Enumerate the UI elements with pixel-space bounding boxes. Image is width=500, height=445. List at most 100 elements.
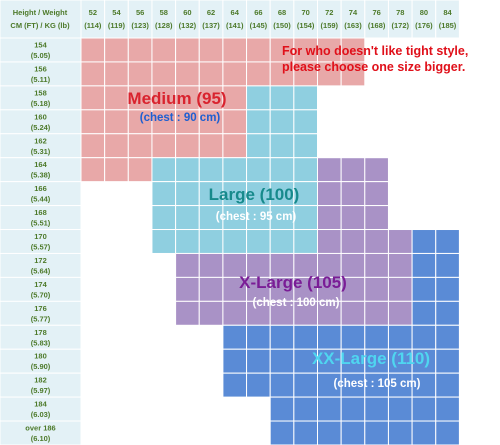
weight-header-kg: 66 — [254, 8, 262, 17]
size-cell — [175, 229, 200, 254]
size-cell — [340, 181, 366, 207]
size-cell — [340, 61, 366, 87]
height-header-ft: (5.77) — [31, 314, 51, 323]
size-cell — [127, 37, 153, 63]
size-cell — [222, 37, 248, 63]
size-cell — [246, 109, 271, 135]
height-header-cm: 184 — [34, 400, 47, 409]
size-cell — [151, 157, 177, 183]
weight-header-cell — [151, 0, 177, 39]
weight-header-kg: 52 — [89, 8, 97, 17]
size-cell — [104, 109, 129, 135]
size-cell — [175, 37, 200, 63]
size-cell — [175, 181, 200, 207]
height-header-ft: (5.18) — [31, 99, 51, 108]
size-cell — [222, 324, 248, 350]
size-cell — [364, 229, 389, 254]
size-cell — [269, 157, 295, 183]
weight-header-cell — [411, 0, 437, 39]
size-cell — [269, 348, 295, 374]
size-cell — [364, 324, 389, 350]
size-cell — [340, 229, 366, 254]
size-cell — [269, 324, 295, 350]
weight-header-kg: 84 — [443, 8, 452, 17]
size-cell — [246, 37, 271, 63]
height-header-cm: 156 — [34, 64, 47, 73]
size-cell — [435, 324, 460, 350]
note-line2: please choose one size bigger. — [282, 60, 465, 74]
height-header-ft: (5.83) — [31, 338, 51, 347]
weight-header-kg: 78 — [396, 8, 404, 17]
large-size-name: Large (100) — [209, 185, 300, 204]
weight-header-cell — [317, 0, 342, 39]
x-large-size-name: X-Large (105) — [239, 273, 347, 292]
size-cell — [222, 372, 248, 398]
size-cell — [435, 229, 460, 254]
size-cell — [340, 157, 366, 183]
weight-header-lb: (172) — [392, 21, 410, 30]
size-cell — [104, 133, 129, 159]
size-cell — [435, 252, 460, 278]
size-cell — [435, 372, 460, 398]
weight-header-lb: (150) — [273, 21, 291, 30]
size-cell — [151, 181, 177, 207]
size-cell — [269, 372, 295, 398]
size-cell — [246, 157, 271, 183]
corner-header-line2: CM (FT) / KG (lb) — [10, 21, 70, 30]
height-header-ft: (5.05) — [31, 51, 51, 60]
header-cells: 52 (114) 54 (119) 56 (123) 58 (128) 60 (132) 62 (13… — [0, 0, 460, 445]
weight-header-kg: 62 — [207, 8, 215, 17]
height-header-ft: (5.38) — [31, 171, 51, 180]
weight-header-lb: (159) — [321, 21, 339, 30]
size-cell — [269, 229, 295, 254]
weight-header-lb: (163) — [344, 21, 362, 30]
size-cell — [411, 252, 437, 278]
size-cell — [387, 252, 413, 278]
height-header-ft: (6.10) — [31, 434, 51, 443]
size-cell — [293, 396, 319, 422]
size-cell — [246, 324, 271, 350]
size-cell — [293, 229, 319, 254]
weight-header-kg: 64 — [231, 8, 240, 17]
size-cell — [411, 276, 437, 302]
size-cell — [198, 37, 224, 63]
size-cell — [80, 157, 106, 183]
size-cell — [364, 396, 389, 422]
size-cell — [104, 85, 129, 111]
weight-header-kg: 56 — [136, 8, 144, 17]
size-cell — [246, 229, 271, 254]
height-header-ft: (5.51) — [31, 219, 51, 228]
size-cell — [104, 37, 129, 63]
height-header-ft: (5.24) — [31, 123, 51, 132]
weight-header-cell — [198, 0, 224, 39]
weight-header-lb: (141) — [226, 21, 244, 30]
height-header-ft: (6.03) — [31, 410, 51, 419]
size-cell — [317, 205, 342, 231]
weight-header-lb: (137) — [202, 21, 220, 30]
height-header-cm: 178 — [34, 328, 47, 337]
size-cell — [317, 181, 342, 207]
height-header-ft: (5.90) — [31, 362, 51, 371]
size-cell — [317, 396, 342, 422]
height-header-cm: over 186 — [25, 424, 55, 433]
size-cell — [80, 109, 106, 135]
size-cell — [222, 157, 248, 183]
corner-header: Height / Weight CM (FT) / KG (lb) — [0, 0, 82, 39]
height-header-ft: (5.57) — [31, 243, 51, 252]
height-header-cm: 160 — [34, 112, 47, 121]
height-header-ft: (5.97) — [31, 386, 51, 395]
size-cell — [198, 61, 224, 87]
size-cell — [387, 324, 413, 350]
weight-header-cell — [104, 0, 129, 39]
size-cell — [364, 181, 389, 207]
size-cell — [175, 300, 200, 326]
size-cell — [435, 300, 460, 326]
height-header-ft: (5.31) — [31, 147, 51, 156]
xx-large-size-label: XX-Large (110) (chest : 105 cm) — [312, 349, 430, 390]
size-cell — [175, 157, 200, 183]
size-cell — [411, 229, 437, 254]
large-chest-measure: (chest : 95 cm) — [216, 211, 297, 223]
weight-header-lb: (123) — [131, 21, 149, 30]
size-cell — [435, 348, 460, 374]
size-cell — [246, 133, 271, 159]
